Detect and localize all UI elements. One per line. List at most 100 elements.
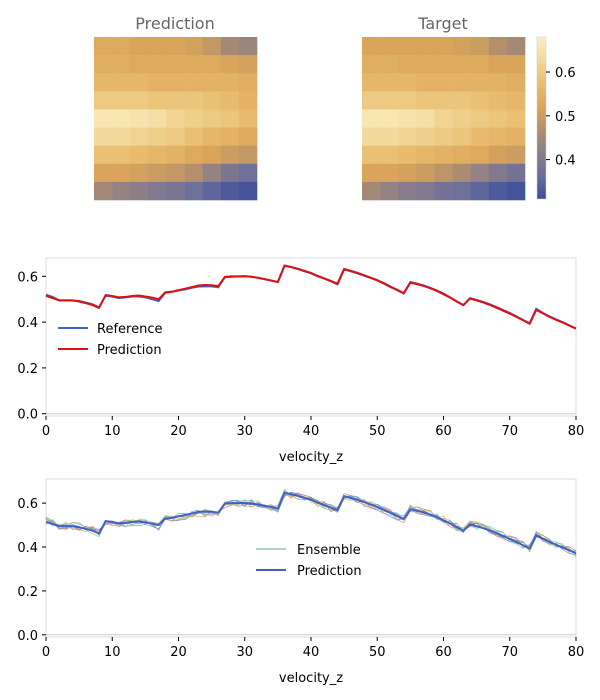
heatmap-cell xyxy=(506,109,526,128)
heatmap-cell xyxy=(380,181,399,201)
heatmap-cell xyxy=(434,127,453,146)
heatmap-cell xyxy=(452,163,471,183)
heatmap-cell xyxy=(94,109,113,128)
heatmap-cell xyxy=(398,145,417,165)
heatmap-target-cells xyxy=(362,37,526,201)
heatmap-cell xyxy=(184,55,203,74)
x-tick-label: 40 xyxy=(303,424,320,439)
heatmap-cell xyxy=(398,127,417,146)
heatmap-cell xyxy=(416,145,435,165)
x-tick-label: 0 xyxy=(42,424,50,439)
heatmap-cell xyxy=(130,55,149,74)
plot1-legend: Reference Prediction xyxy=(58,322,162,358)
heatmap-cell xyxy=(434,145,453,165)
heatmap-cell xyxy=(202,181,222,201)
heatmap-cell xyxy=(112,181,131,201)
y-tick-label: 0.2 xyxy=(17,362,38,377)
heatmap-cell xyxy=(506,73,526,92)
heatmap-cell xyxy=(416,73,435,92)
legend-prediction-label: Prediction xyxy=(97,343,162,358)
heatmap-cell xyxy=(488,181,508,201)
heatmap-cell xyxy=(166,181,185,201)
heatmap-cell xyxy=(416,91,435,110)
heatmap-cell xyxy=(166,55,185,74)
heatmap-cell xyxy=(398,37,417,56)
heatmap-cell xyxy=(130,145,149,165)
heatmap-prediction-cells xyxy=(94,37,258,201)
x-tick-label: 30 xyxy=(236,645,253,660)
legend-reference-label: Reference xyxy=(97,322,162,337)
heatmap-cell xyxy=(452,181,471,201)
heatmap-cell xyxy=(470,55,490,74)
x-tick-label: 0 xyxy=(42,645,50,660)
plot2-axes: 0 10 20 30 40 50 60 70 80 0.0 0.2 0.4 0.6 xyxy=(17,497,584,660)
heatmap-cell xyxy=(416,163,435,183)
x-tick-label: 20 xyxy=(170,424,187,439)
heatmap-cell xyxy=(148,145,167,165)
colorbar-tick-label: 0.5 xyxy=(555,110,576,125)
heatmap-cell xyxy=(184,73,203,92)
heatmap-cell xyxy=(434,109,453,128)
heatmap-cell xyxy=(238,181,258,201)
heatmap-cell xyxy=(202,37,222,56)
heatmap-cell xyxy=(130,163,149,183)
heatmap-cell xyxy=(416,109,435,128)
heatmap-cell xyxy=(398,109,417,128)
heatmap-cell xyxy=(488,127,508,146)
heatmap-cell xyxy=(416,55,435,74)
heatmap-cell xyxy=(434,73,453,92)
heatmap-cell xyxy=(362,109,381,128)
heatmap-cell xyxy=(130,37,149,56)
heatmap-cell xyxy=(220,163,240,183)
heatmap-cell xyxy=(380,127,399,146)
x-tick-label: 80 xyxy=(568,424,585,439)
heatmap-cell xyxy=(220,127,240,146)
heatmap-cell xyxy=(434,55,453,74)
y-tick-label: 0.4 xyxy=(17,541,38,556)
heatmap-cell xyxy=(166,109,185,128)
colorbar-gradient xyxy=(536,36,547,200)
heatmap-cell xyxy=(202,91,222,110)
heatmap-cell xyxy=(220,109,240,128)
heatmap-cell xyxy=(398,73,417,92)
heatmap-cell xyxy=(238,163,258,183)
heatmap-cell xyxy=(94,91,113,110)
heatmap-prediction-title: Prediction xyxy=(135,14,214,33)
heatmap-cell xyxy=(506,37,526,56)
heatmap-cell xyxy=(184,91,203,110)
plot1-axes: 0 10 20 30 40 50 60 70 80 0.0 0.2 0.4 0.6 xyxy=(17,270,584,439)
heatmap-cell xyxy=(238,145,258,165)
heatmap-cell xyxy=(506,91,526,110)
heatmap-cell xyxy=(202,127,222,146)
x-tick-label: 50 xyxy=(369,424,386,439)
heatmap-cell xyxy=(202,109,222,128)
heatmap-cell xyxy=(238,55,258,74)
x-tick-label: 10 xyxy=(104,645,121,660)
heatmap-cell xyxy=(434,91,453,110)
heatmap-cell xyxy=(488,91,508,110)
heatmap-cell xyxy=(166,145,185,165)
heatmap-cell xyxy=(488,109,508,128)
heatmap-cell xyxy=(94,163,113,183)
heatmap-cell xyxy=(202,73,222,92)
heatmap-cell xyxy=(488,37,508,56)
heatmap-cell xyxy=(220,181,240,201)
heatmap-cell xyxy=(452,109,471,128)
heatmap-cell xyxy=(452,127,471,146)
heatmap-cell xyxy=(184,109,203,128)
heatmap-cell xyxy=(488,163,508,183)
y-tick-label: 0.0 xyxy=(17,408,38,423)
heatmap-cell xyxy=(94,73,113,92)
heatmap-cell xyxy=(488,73,508,92)
heatmap-cell xyxy=(506,181,526,201)
heatmap-cell xyxy=(112,73,131,92)
y-tick-label: 0.6 xyxy=(17,270,38,285)
heatmap-cell xyxy=(362,91,381,110)
plot1-xlabel: velocity_z xyxy=(279,450,343,465)
heatmap-cell xyxy=(470,73,490,92)
x-tick-label: 10 xyxy=(104,424,121,439)
heatmap-cell xyxy=(148,55,167,74)
x-tick-label: 40 xyxy=(303,645,320,660)
heatmap-cell xyxy=(398,163,417,183)
heatmap-target-title: Target xyxy=(417,14,468,33)
